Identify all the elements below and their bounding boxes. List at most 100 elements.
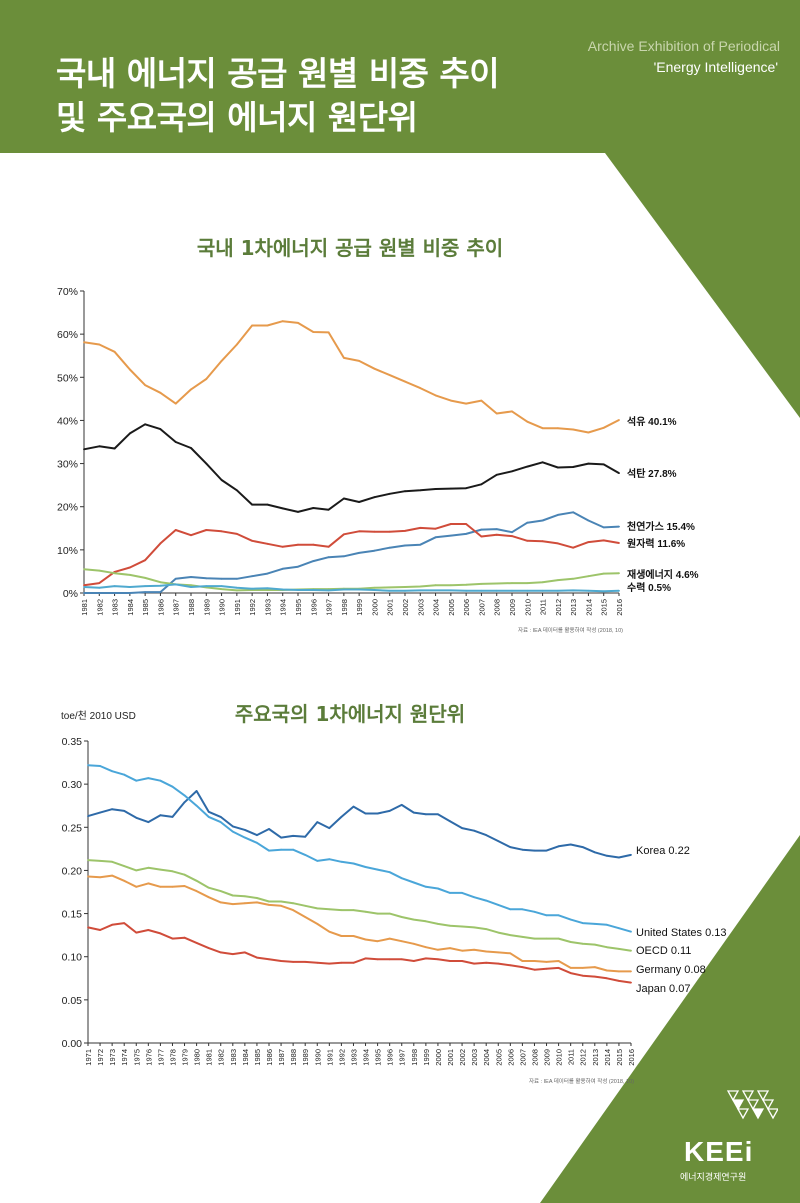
data-point xyxy=(231,903,234,905)
data-point xyxy=(485,950,488,953)
data-point xyxy=(281,567,284,570)
data-point xyxy=(195,879,198,882)
data-point xyxy=(231,953,234,955)
data-point xyxy=(521,966,524,968)
data-point xyxy=(485,834,488,836)
data-point xyxy=(280,900,282,903)
data-point xyxy=(328,858,331,861)
data-point xyxy=(280,848,282,851)
data-point xyxy=(388,492,391,495)
data-point xyxy=(352,935,355,937)
data-point xyxy=(316,821,319,823)
data-point xyxy=(473,926,475,929)
data-point xyxy=(630,854,632,856)
data-point xyxy=(404,544,406,547)
series-United States xyxy=(87,764,632,933)
data-point xyxy=(557,514,559,516)
data-point xyxy=(190,576,192,578)
data-point xyxy=(437,813,439,816)
x-tick-label: 2002 xyxy=(458,1049,467,1066)
data-point xyxy=(256,841,258,844)
x-tick-label: 2015 xyxy=(600,599,609,616)
data-point xyxy=(388,374,391,376)
data-point xyxy=(147,821,150,823)
series-line xyxy=(87,764,632,933)
data-point xyxy=(352,909,355,911)
data-point xyxy=(593,966,596,968)
data-point xyxy=(219,890,222,892)
data-point xyxy=(581,974,584,977)
data-point xyxy=(545,849,548,852)
data-point xyxy=(129,592,131,594)
x-tick-label: 2016 xyxy=(627,1049,636,1066)
data-point xyxy=(123,865,126,867)
x-tick-label: 2001 xyxy=(386,599,395,616)
data-point xyxy=(541,427,544,430)
data-point xyxy=(266,589,269,591)
data-point xyxy=(434,536,437,539)
data-point xyxy=(123,922,126,924)
data-point xyxy=(183,936,186,939)
chart1-energy-share: 0% 10% 20% 30% 40% 50% 60% 70% 1981 1982 1983 1984 1… xyxy=(57,286,699,634)
data-point xyxy=(400,958,403,961)
x-tick-label: 1993 xyxy=(263,599,272,616)
data-point xyxy=(256,956,258,959)
data-point xyxy=(281,507,284,510)
data-point xyxy=(461,892,463,894)
data-point xyxy=(98,343,101,346)
data-point xyxy=(557,542,559,545)
data-point xyxy=(511,535,513,537)
x-tick-label: 1990 xyxy=(218,599,227,616)
data-point xyxy=(497,962,500,965)
series-line xyxy=(87,922,632,984)
data-point xyxy=(135,885,138,888)
x-tick-label: 2006 xyxy=(462,599,471,616)
data-point xyxy=(83,341,85,344)
data-point xyxy=(388,810,391,812)
data-point xyxy=(581,922,584,924)
data-point xyxy=(171,937,174,940)
right-upper-triangle xyxy=(605,153,800,418)
data-point xyxy=(159,868,162,871)
data-point xyxy=(425,957,427,960)
data-point xyxy=(343,588,345,591)
x-tick-label: 1999 xyxy=(355,599,364,616)
data-point xyxy=(297,322,299,324)
data-point xyxy=(358,360,360,362)
data-point xyxy=(485,961,488,964)
data-point xyxy=(602,526,605,529)
data-point xyxy=(236,533,238,535)
data-point xyxy=(521,908,524,911)
data-point xyxy=(251,324,254,327)
x-tick-label: 2007 xyxy=(518,1049,527,1066)
data-point xyxy=(593,923,596,925)
data-point xyxy=(220,588,223,590)
y-tick-label: 0.20 xyxy=(62,865,83,877)
keei-logo-icon xyxy=(726,1090,778,1120)
x-tick-label: 1971 xyxy=(84,1049,93,1066)
data-point xyxy=(509,846,512,848)
data-point xyxy=(593,851,596,854)
series-line xyxy=(87,874,631,973)
data-point xyxy=(400,877,403,880)
data-point xyxy=(174,583,177,586)
data-point xyxy=(526,521,529,524)
y-tick-label: 0.15 xyxy=(62,909,83,921)
data-point xyxy=(587,519,590,522)
data-point xyxy=(419,589,422,592)
data-point xyxy=(174,577,177,580)
data-point xyxy=(144,559,147,562)
x-tick-label: 1998 xyxy=(340,599,349,616)
x-tick-label: 1975 xyxy=(132,1049,141,1066)
data-point xyxy=(244,895,246,898)
data-point xyxy=(526,582,529,584)
data-point xyxy=(190,388,192,391)
x-tick-label: 2008 xyxy=(493,599,502,616)
data-point xyxy=(618,472,620,474)
data-point xyxy=(87,926,89,929)
x-tick-label: 2007 xyxy=(477,599,486,616)
data-point xyxy=(83,586,85,588)
data-point xyxy=(219,821,222,823)
data-point xyxy=(545,967,548,970)
